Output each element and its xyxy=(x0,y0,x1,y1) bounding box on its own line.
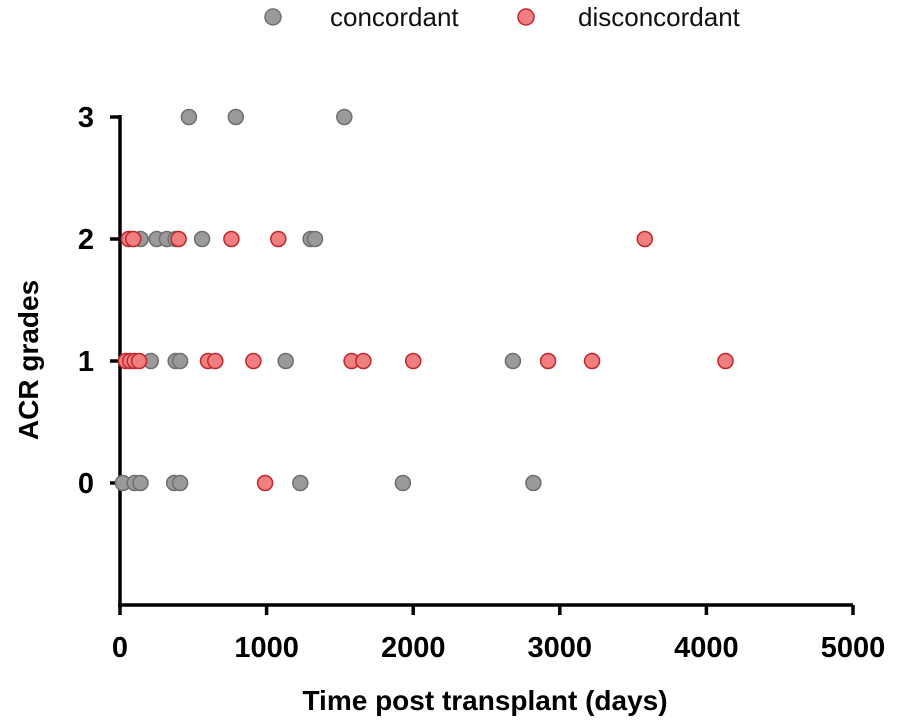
legend: concordant disconcordant xyxy=(264,2,741,32)
data-point-concordant-1 xyxy=(227,108,245,126)
data-point-disconcordant-18 xyxy=(717,352,734,370)
data-point-concordant-13 xyxy=(277,352,294,370)
y-tick-label-0: 0 xyxy=(78,468,94,500)
data-point-disconcordant-16 xyxy=(539,352,557,370)
legend-label-disconcordant: disconcordant xyxy=(578,2,741,32)
data-points xyxy=(114,108,734,492)
data-point-disconcordant-9 xyxy=(130,352,148,370)
data-point-disconcordant-3 xyxy=(170,230,187,248)
data-point-concordant-14 xyxy=(504,352,522,370)
x-tick-label-5000: 5000 xyxy=(821,632,886,664)
y-axis-title: ACR grades xyxy=(13,280,44,440)
data-point-concordant-0 xyxy=(180,108,198,126)
data-point-disconcordant-19 xyxy=(256,474,274,492)
x-ticks: 0 1000 2000 3000 4000 5000 xyxy=(112,605,885,664)
data-point-disconcordant-12 xyxy=(245,352,262,370)
data-point-disconcordant-4 xyxy=(223,230,240,248)
x-tick-label-0: 0 xyxy=(112,632,128,664)
data-point-concordant-19 xyxy=(171,474,189,492)
data-point-concordant-9 xyxy=(306,230,324,248)
legend-marker-disconcordant xyxy=(517,8,535,26)
y-tick-label-3: 3 xyxy=(78,102,94,134)
x-tick-label-3000: 3000 xyxy=(528,632,593,664)
legend-label-concordant: concordant xyxy=(330,2,459,32)
data-point-concordant-20 xyxy=(292,474,309,492)
legend-marker-concordant xyxy=(264,8,282,26)
data-point-concordant-22 xyxy=(525,474,542,492)
series-concordant xyxy=(114,108,542,492)
y-ticks: 0 1 2 3 xyxy=(78,102,120,500)
x-tick-label-4000: 4000 xyxy=(674,632,739,664)
data-point-concordant-21 xyxy=(394,474,412,492)
data-point-disconcordant-0 xyxy=(636,230,654,248)
data-point-concordant-12 xyxy=(171,352,189,370)
x-tick-label-1000: 1000 xyxy=(234,632,299,664)
data-point-concordant-17 xyxy=(132,474,149,492)
data-point-concordant-2 xyxy=(336,108,353,126)
x-tick-label-2000: 2000 xyxy=(381,632,446,664)
data-point-concordant-7 xyxy=(193,230,211,248)
y-tick-label-1: 1 xyxy=(78,346,94,378)
axes xyxy=(118,115,853,607)
data-point-disconcordant-17 xyxy=(583,352,601,370)
data-point-disconcordant-14 xyxy=(355,352,372,370)
x-axis-title: Time post transplant (days) xyxy=(302,685,667,716)
data-point-disconcordant-5 xyxy=(270,230,287,248)
y-tick-label-2: 2 xyxy=(78,224,94,256)
data-point-disconcordant-11 xyxy=(207,352,224,370)
data-point-disconcordant-15 xyxy=(404,352,422,370)
series-disconcordant xyxy=(117,230,734,492)
data-point-disconcordant-2 xyxy=(124,230,142,248)
